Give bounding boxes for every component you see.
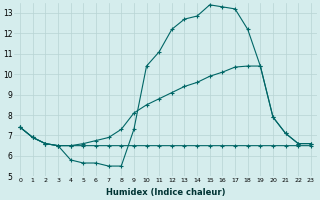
X-axis label: Humidex (Indice chaleur): Humidex (Indice chaleur) [106, 188, 225, 197]
